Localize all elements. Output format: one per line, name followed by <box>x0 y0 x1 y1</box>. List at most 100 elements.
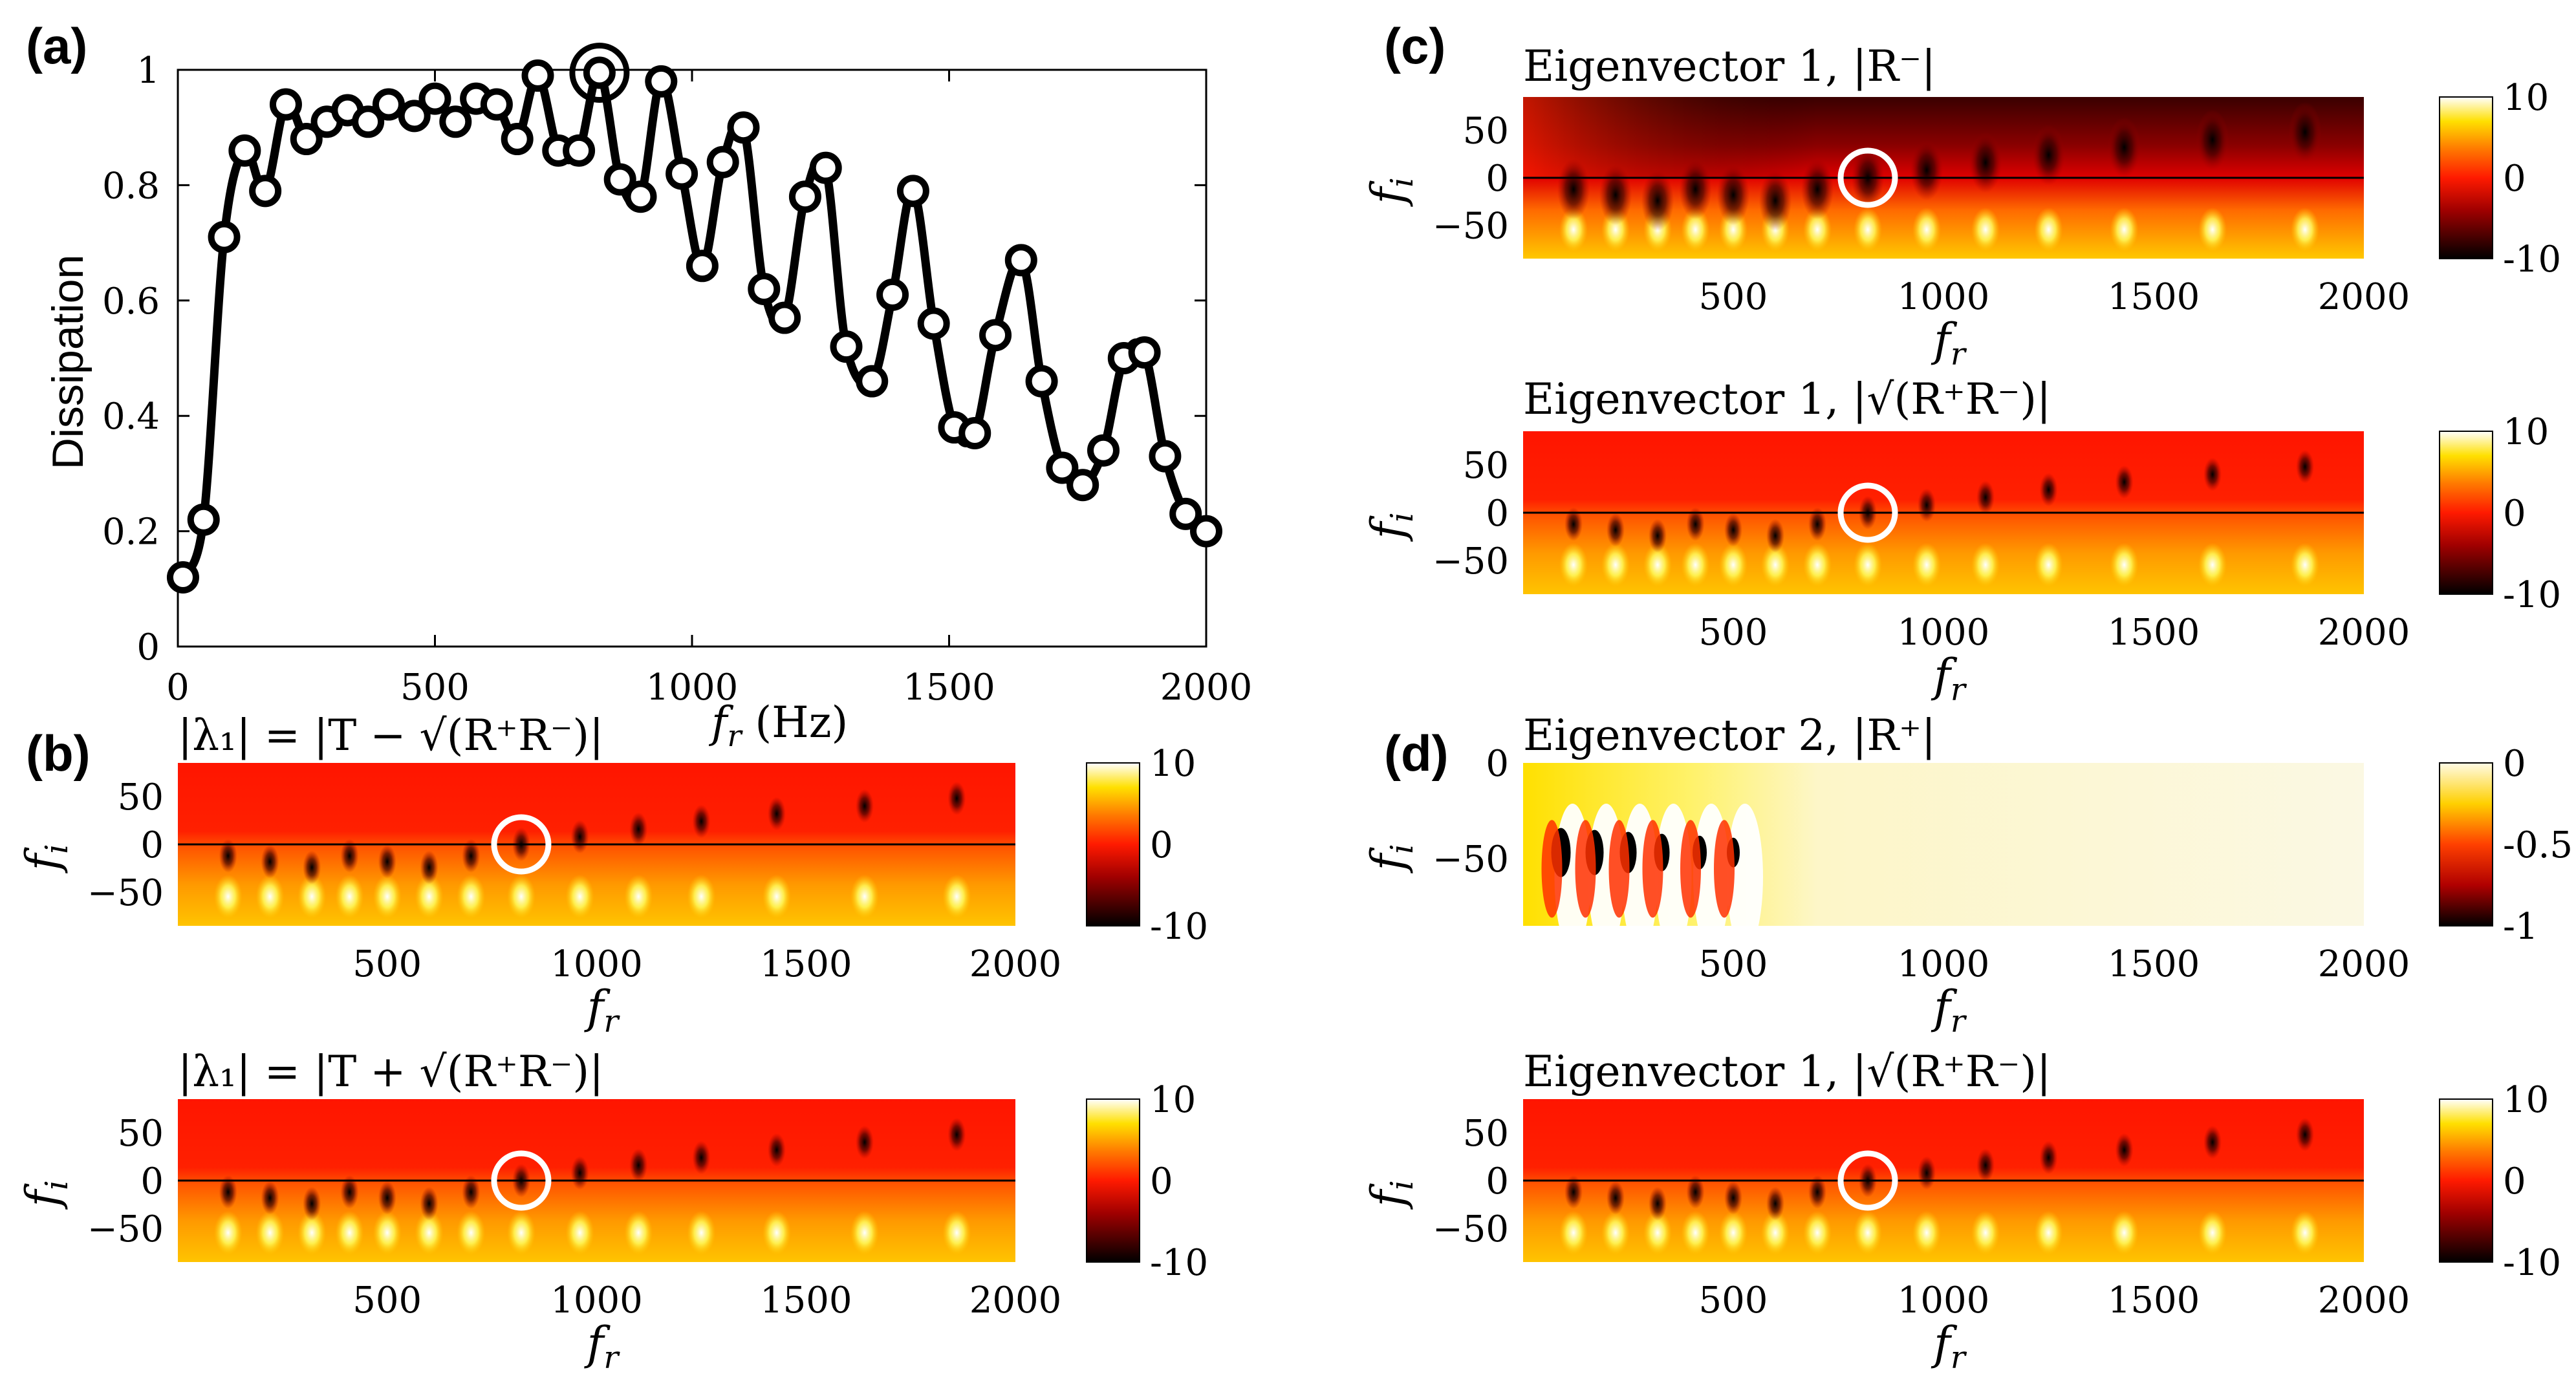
panel-b1-title: |λ₁| = |T − √(R⁺R⁻)| <box>178 711 603 760</box>
heatmap-d1-xtick-label: 500 <box>1699 943 1768 985</box>
panel-a-data-point <box>788 180 821 213</box>
heatmap-b2-bright-spot <box>255 1210 285 1255</box>
heatmap-c1-bright-spot <box>1803 208 1832 252</box>
heatmap-c2-bright-spot <box>1719 542 1748 587</box>
panel-d-label: (d) <box>1384 725 1449 782</box>
heatmap-c1-dark-spot <box>1641 170 1674 231</box>
heatmap-c1-colorbar-tick: 10 <box>2503 77 2549 119</box>
heatmap-d2-marker-circle <box>1837 1150 1898 1211</box>
panel-a-data-point <box>418 82 451 115</box>
panel-a-xtick-label: 500 <box>400 667 470 709</box>
heatmap-c2-ytick-label: 50 <box>1463 445 1509 487</box>
heatmap-b2-colorbar-tick: 10 <box>1150 1079 1196 1121</box>
heatmap-b1-bright-spot <box>762 874 791 919</box>
heatmap-c2-dark-spot <box>2039 473 2058 507</box>
heatmap-d2-xtick-label: 1000 <box>1898 1279 1990 1322</box>
heatmap-c2-bright-spot <box>1681 542 1710 587</box>
heatmap-b1-xtick-label: 1500 <box>760 943 852 985</box>
heatmap-d1-colorbar-tick: -1 <box>2503 906 2538 948</box>
heatmap-c1-bright-spot <box>1681 208 1710 252</box>
heatmap-b2-dark-spot <box>855 1125 874 1159</box>
panel-a-data-point <box>1004 244 1037 277</box>
heatmap-d2-bright-spot <box>1559 1210 1588 1255</box>
heatmap-c2-colorbar <box>2439 431 2493 595</box>
heatmap-c2-xtick-label: 1500 <box>2108 612 2200 654</box>
heatmap-d2-bright-spot <box>1643 1210 1672 1255</box>
heatmap-b2-dark-spot <box>692 1140 711 1175</box>
heatmap-d1-ytick-label: 0 <box>1486 743 1509 785</box>
heatmap-c1-dark-spot <box>1910 140 1943 201</box>
panel-a-data-point <box>624 180 657 213</box>
panel-a-data-point <box>979 319 1012 352</box>
panel-a-ytick-label: 0.4 <box>102 396 160 438</box>
heatmap-b1-ytick-label: −50 <box>87 872 164 914</box>
panel-a-data-point <box>208 220 241 253</box>
heatmap-c2-bright-spot <box>1971 542 2000 587</box>
panel-a-data-point <box>768 301 801 334</box>
heatmap-b1-xlabel: fr <box>584 981 621 1040</box>
panel-a-data-point <box>958 416 991 449</box>
heatmap-b1-colorbar-tick: -10 <box>1150 906 1208 948</box>
heatmap-b2-dark-spot <box>570 1156 589 1190</box>
heatmap-b2-dark-spot <box>767 1133 786 1167</box>
panel-a-highlight-ring <box>569 42 630 103</box>
heatmap-b1-bright-spot <box>624 874 653 919</box>
panel-d2-title: Eigenvector 1, |√(R⁺R⁻)| <box>1523 1047 2051 1097</box>
heatmap-b1-dark-spot <box>303 850 321 884</box>
panel-d1-title: Eigenvector 2, |R⁺| <box>1523 711 1936 760</box>
heatmap-c2-bright-spot <box>2291 542 2319 587</box>
heatmap-b2-colorbar-tick: -10 <box>1150 1242 1208 1284</box>
heatmap-c1-xlabel: fr <box>1931 314 1967 372</box>
panel-a-data-point <box>1025 365 1058 398</box>
heatmap-d1-xtick-label: 2000 <box>2318 943 2410 985</box>
heatmap-c2-ylabel: fi <box>1361 512 1420 542</box>
heatmap-c2-dark-spot <box>1724 513 1742 547</box>
heatmap-d2-dark-spot <box>1808 1175 1826 1209</box>
heatmap-d1-red-band <box>1541 820 1563 918</box>
heatmap-b1-colorbar <box>1086 762 1140 926</box>
heatmap-d2-dark-spot <box>1976 1148 1995 1183</box>
heatmap-b2-bright-spot <box>762 1210 791 1255</box>
heatmap-d2-bright-spot <box>2110 1210 2139 1255</box>
heatmap-b2-dark-spot <box>947 1117 966 1151</box>
heatmap-b2-xtick-label: 1000 <box>550 1279 643 1322</box>
heatmap-d2-ytick-label: 50 <box>1463 1113 1509 1155</box>
heatmap-c2-colorbar-tick: -10 <box>2503 574 2561 616</box>
heatmap-b1-dark-spot <box>767 797 786 831</box>
panel-a-data-point <box>1149 440 1182 473</box>
panel-a-data-point <box>583 56 616 89</box>
heatmap-c1-bright-spot <box>2291 208 2319 252</box>
heatmap-b2-ytick-label: 0 <box>140 1161 164 1203</box>
heatmap-b2-dark-spot <box>420 1186 438 1221</box>
heatmap-c2-dark-spot <box>1686 507 1705 541</box>
heatmap-c1-dark-spot <box>1679 158 1712 220</box>
heatmap-c2-dark-spot <box>2115 465 2134 499</box>
panel-a-data-point <box>727 111 760 144</box>
panel-a-ytick-label: 0.8 <box>102 165 160 207</box>
heatmap-d1-xtick-label: 1000 <box>1898 943 1990 985</box>
panel-a-data-point <box>501 123 534 156</box>
heatmap-d2-bright-spot <box>1719 1210 1748 1255</box>
heatmap-b1-dark-spot <box>261 844 279 879</box>
heatmap-d1-ytick-label: −50 <box>1433 839 1509 881</box>
heatmap-b1-colorbar-tick: 10 <box>1150 743 1196 785</box>
heatmap-b1-bright-spot <box>213 874 243 919</box>
heatmap-c1-bright-spot <box>1559 208 1588 252</box>
heatmap-d2-bright-spot <box>2198 1210 2227 1255</box>
heatmap-b2-bright-spot <box>942 1210 971 1255</box>
heatmap-c1-dark-spot <box>2032 124 2065 186</box>
heatmap-b2-bright-spot <box>624 1210 653 1255</box>
heatmap-c2-xtick-label: 1000 <box>1898 612 1990 654</box>
heatmap-b1-ytick-label: 50 <box>118 776 164 819</box>
panel-a-data-point <box>398 100 431 133</box>
heatmap-b2-dark-spot <box>303 1186 321 1221</box>
heatmap-d2-dark-spot <box>1564 1175 1583 1209</box>
heatmap-b1-dark-spot <box>420 850 438 884</box>
panel-a-ytick-label: 1 <box>136 50 160 92</box>
heatmap-d2-xlabel: fr <box>1931 1317 1967 1376</box>
panel-a-ylabel: Dissipation <box>43 255 92 470</box>
heatmap-c2-bright-spot <box>1912 542 1941 587</box>
